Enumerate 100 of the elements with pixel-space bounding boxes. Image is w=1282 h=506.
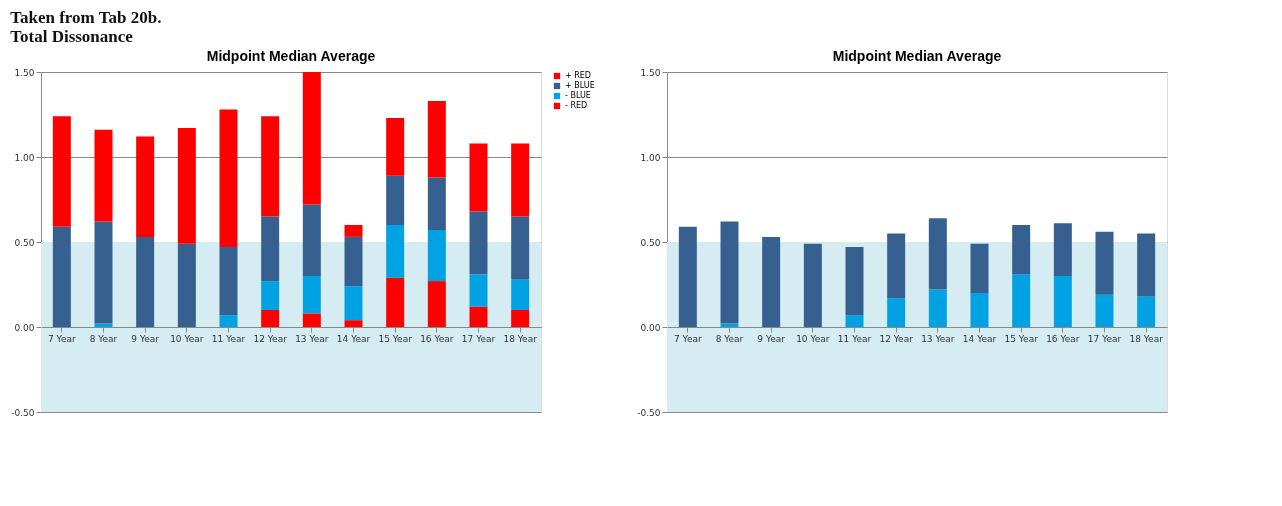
bar — [1137, 233, 1156, 297]
y-tick-label: 0.50 — [14, 237, 35, 248]
x-tick-label: 11 Year — [211, 333, 246, 344]
legend-label: + BLUE — [565, 81, 595, 90]
x-tick-label: 12 Year — [253, 333, 288, 344]
bar — [1095, 231, 1114, 295]
bar — [52, 226, 71, 327]
x-tick-label: 15 Year — [378, 333, 413, 344]
bar — [1012, 274, 1031, 327]
bar — [302, 276, 321, 314]
y-tick-label: 1.50 — [640, 67, 661, 78]
bar — [219, 315, 238, 327]
bar — [762, 236, 781, 327]
bar — [928, 218, 947, 290]
bar — [803, 243, 822, 327]
bar — [344, 225, 363, 237]
y-tick-label: 1.00 — [640, 152, 661, 163]
bar — [970, 293, 989, 327]
x-tick-label: 15 Year — [1004, 333, 1039, 344]
y-tick-label: 0.00 — [14, 322, 35, 333]
bar — [302, 72, 321, 205]
bar — [52, 116, 71, 227]
bar — [386, 175, 405, 225]
bar — [1012, 225, 1031, 275]
bar — [177, 128, 196, 244]
bar — [94, 129, 113, 222]
bar — [1095, 294, 1114, 327]
bar — [219, 109, 238, 248]
bar — [469, 143, 488, 212]
bar — [427, 281, 446, 327]
x-tick-label: 8 Year — [89, 333, 118, 344]
bar — [887, 298, 906, 327]
y-tick-label: 1.50 — [14, 67, 35, 78]
x-tick-label: 12 Year — [879, 333, 914, 344]
x-tick-label: 10 Year — [796, 333, 830, 344]
bar — [1053, 276, 1072, 327]
bar — [344, 286, 363, 321]
bar — [1137, 296, 1156, 327]
y-tick-label: -0.50 — [637, 407, 661, 418]
x-tick-label: 13 Year — [295, 333, 329, 344]
bar — [427, 100, 446, 178]
bar — [511, 216, 530, 280]
x-tick-label: 13 Year — [921, 333, 955, 344]
bar — [970, 243, 989, 293]
bar — [261, 310, 280, 327]
x-tick-label: 17 Year — [1087, 333, 1122, 344]
bar — [427, 230, 446, 282]
x-tick-label: 16 Year — [1046, 333, 1080, 344]
x-tick-label: 18 Year — [1129, 333, 1164, 344]
bar — [469, 274, 488, 307]
bar — [136, 236, 155, 327]
bar — [845, 315, 864, 327]
x-tick-label: 14 Year — [336, 333, 371, 344]
bar — [302, 313, 321, 327]
y-tick-label: 1.00 — [14, 152, 35, 163]
x-tick-label: 8 Year — [715, 333, 744, 344]
x-tick-label: 7 Year — [674, 333, 702, 344]
chart-title: Midpoint Median Average — [832, 48, 1002, 64]
y-tick-label: 0.50 — [640, 237, 661, 248]
y-tick-label: -0.50 — [11, 407, 35, 418]
bar — [511, 143, 530, 217]
bar — [261, 116, 280, 217]
bar — [511, 310, 530, 327]
x-tick-label: 18 Year — [503, 333, 538, 344]
x-tick-label: 11 Year — [837, 333, 872, 344]
x-tick-label: 14 Year — [962, 333, 997, 344]
x-tick-label: 10 Year — [170, 333, 204, 344]
bar — [177, 243, 196, 327]
bar — [386, 225, 405, 278]
bar — [845, 247, 864, 316]
bar — [94, 221, 113, 324]
bar — [678, 226, 697, 327]
text: Taken from Tab 20b. — [10, 7, 162, 27]
bar — [469, 306, 488, 327]
x-tick-label: 17 Year — [461, 333, 496, 344]
bar — [386, 117, 405, 176]
bar — [928, 289, 947, 327]
legend-label: - RED — [565, 101, 588, 110]
bar — [469, 211, 488, 275]
bar — [511, 279, 530, 310]
chart-title: Midpoint Median Average — [206, 48, 376, 64]
bar — [427, 177, 446, 231]
bar — [1053, 223, 1072, 276]
bar — [887, 233, 906, 299]
x-tick-label: 16 Year — [420, 333, 454, 344]
y-tick-label: 0.00 — [640, 322, 661, 333]
bar — [261, 281, 280, 310]
bar — [720, 221, 739, 324]
x-tick-label: 7 Year — [48, 333, 76, 344]
bar — [136, 136, 155, 237]
x-tick-label: 9 Year — [131, 333, 160, 344]
bar — [344, 320, 363, 327]
bar — [344, 236, 363, 287]
bar — [261, 216, 280, 282]
legend-label: - BLUE — [565, 91, 591, 100]
bar — [302, 204, 321, 276]
text: Total Dissonance — [10, 26, 134, 46]
x-tick-label: 9 Year — [757, 333, 786, 344]
legend-label: + RED — [565, 71, 592, 80]
bar — [219, 247, 238, 316]
